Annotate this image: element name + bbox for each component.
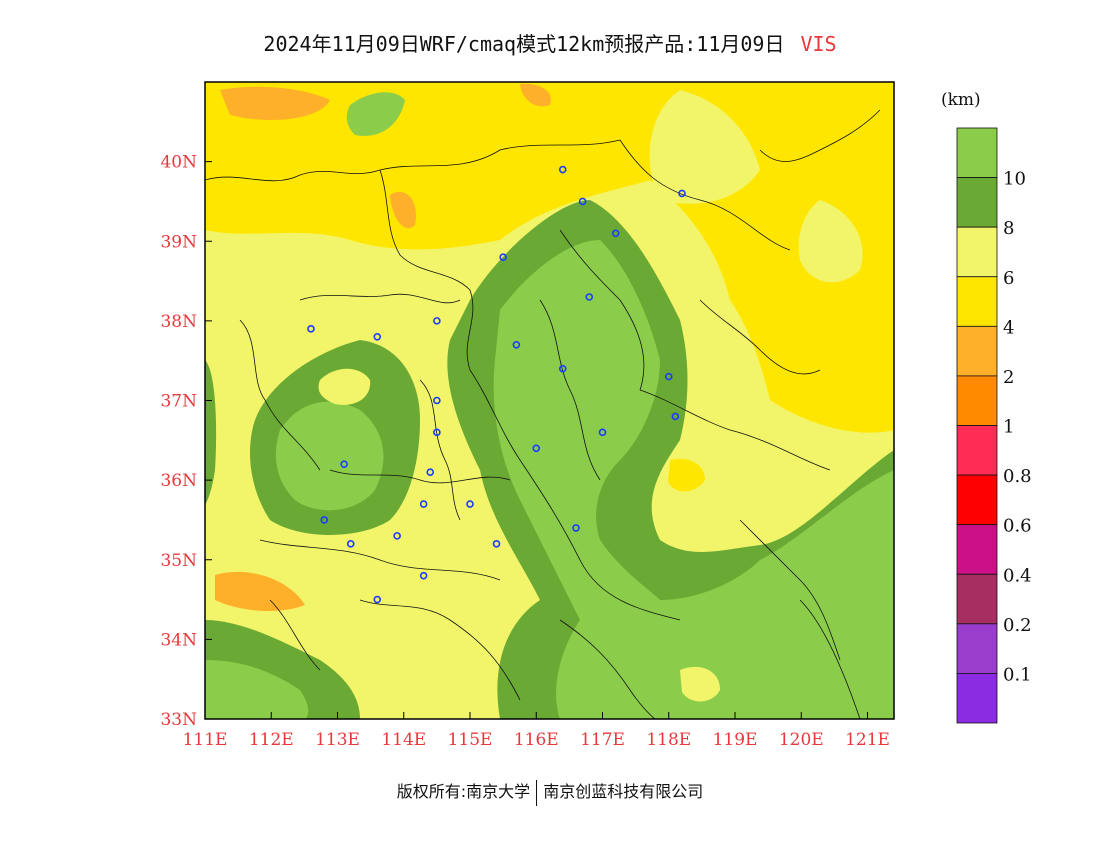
city-station-marker — [433, 396, 441, 405]
lat-tick-label: 37N — [160, 392, 197, 412]
lon-tick-label: 115E — [448, 730, 493, 750]
colorbar-tick-label: 0.4 — [1003, 565, 1032, 586]
copyright-right: 南京创蓝科技有限公司 — [543, 782, 704, 801]
city-station-marker — [492, 540, 501, 548]
city-station-marker — [373, 595, 382, 604]
city-station-marker — [419, 500, 428, 508]
copyright-left: 版权所有:南京大学 — [396, 782, 531, 801]
city-station-marker — [558, 165, 567, 174]
city-station-marker — [558, 364, 567, 373]
lat-tick-label: 34N — [160, 630, 197, 650]
colorbar-bin — [956, 375, 998, 426]
city-station-marker — [320, 516, 329, 524]
lon-tick-label: 117E — [580, 730, 625, 750]
city-station-marker — [499, 253, 507, 261]
copyright-footer: 版权所有:南京大学 南京创蓝科技有限公司 — [0, 778, 1100, 806]
colorbar-tick-label: 4 — [1003, 317, 1014, 338]
field-light-green-sw — [205, 660, 309, 719]
colorbar: 10 8 6 4 2 1 0.8 0.6 0.4 0.2 0.1 — [956, 127, 1032, 724]
city-station-marker — [419, 571, 428, 580]
field-dark-green-west-edge — [205, 360, 217, 505]
lon-tick-label: 114E — [381, 730, 426, 750]
field-orange-2 — [390, 191, 416, 229]
colorbar-bin — [956, 226, 998, 278]
longitude-axis: 111E 112E 113E 114E 115E 116E 117E 118E 119E 120E… — [183, 712, 890, 750]
lon-tick-label: 116E — [514, 730, 559, 750]
field-orange-4 — [520, 83, 551, 107]
lat-tick-label: 40N — [160, 153, 197, 173]
city-station-marker — [433, 317, 441, 325]
colorbar-tick-label: 2 — [1003, 367, 1014, 388]
colorbar-bin — [956, 127, 998, 178]
lon-tick-label: 112E — [249, 730, 294, 750]
lon-tick-label: 111E — [183, 730, 228, 750]
colorbar-unit-label: (km) — [941, 90, 981, 110]
colorbar-bin — [956, 573, 998, 625]
city-station-marker — [664, 372, 673, 381]
lat-tick-label: 39N — [160, 232, 197, 252]
city-station-marker — [393, 532, 401, 540]
city-station-marker — [340, 460, 348, 469]
city-station-marker — [572, 524, 580, 532]
lon-tick-label: 120E — [779, 730, 824, 750]
field-light-green-central — [493, 240, 894, 719]
station-markers — [307, 165, 686, 604]
map-boundaries — [205, 109, 881, 719]
colorbar-bin — [956, 276, 998, 327]
city-station-marker — [373, 332, 382, 341]
field-light-green-north — [346, 92, 405, 136]
colorbar-bin — [956, 325, 998, 377]
title-variable: VIS — [800, 32, 837, 56]
colorbar-tick-label: 10 — [1003, 169, 1026, 190]
city-station-marker — [433, 428, 441, 437]
latitude-axis: 33N 34N 35N 36N 37N 38N 39N 40N — [160, 153, 212, 730]
map-field — [205, 82, 894, 719]
field-orange-1 — [220, 86, 330, 120]
city-station-marker — [426, 468, 435, 476]
city-station-marker — [585, 293, 594, 301]
city-station-marker — [466, 500, 474, 508]
page-title: 2024年11月09日WRF/cmaq模式12km预报产品:11月09日 VIS — [0, 28, 1100, 57]
field-light-yellow-southeast — [680, 666, 720, 702]
field-light-yellow-west-core — [318, 368, 371, 405]
colorbar-bin — [956, 177, 998, 228]
lat-tick-label: 33N — [160, 710, 197, 730]
city-station-marker — [532, 444, 541, 453]
field-light-yellow-ne — [798, 200, 863, 283]
field-light-yellow-north — [649, 90, 760, 204]
colorbar-bin — [956, 673, 998, 724]
colorbar-tick-label: 0.1 — [1003, 664, 1032, 685]
lat-tick-label: 36N — [160, 471, 197, 491]
colorbar-tick-label: 0.8 — [1003, 466, 1032, 487]
colorbar-tick-label: 6 — [1003, 268, 1014, 289]
colorbar-bin — [956, 524, 998, 575]
city-station-marker — [671, 412, 680, 421]
city-station-marker — [678, 189, 686, 198]
city-station-marker — [346, 540, 355, 548]
lat-tick-label: 35N — [160, 551, 197, 571]
title-text: 2024年11月09日WRF/cmaq模式12km预报产品:11月09日 — [263, 32, 785, 56]
city-station-marker — [611, 229, 620, 238]
lat-tick-label: 38N — [160, 312, 197, 332]
lon-tick-label: 119E — [713, 730, 758, 750]
lon-tick-label: 118E — [646, 730, 691, 750]
colorbar-bin — [956, 474, 998, 526]
colorbar-tick-label: 1 — [1003, 417, 1014, 438]
city-station-marker — [512, 340, 521, 349]
city-station-marker — [578, 197, 587, 206]
field-light-green-west — [275, 401, 384, 511]
colorbar-tick-label: 0.6 — [1003, 516, 1032, 537]
colorbar-bin — [956, 425, 998, 476]
colorbar-bin — [956, 623, 998, 674]
colorbar-tick-label: 8 — [1003, 218, 1014, 239]
field-orange-3 — [215, 571, 305, 612]
lon-tick-label: 113E — [315, 730, 360, 750]
lon-tick-label: 121E — [845, 730, 890, 750]
city-station-marker — [307, 325, 315, 333]
colorbar-tick-label: 0.2 — [1003, 615, 1032, 636]
field-yellow-pocket-east — [668, 458, 705, 492]
copyright-separator — [536, 779, 538, 806]
city-station-marker — [598, 428, 607, 437]
